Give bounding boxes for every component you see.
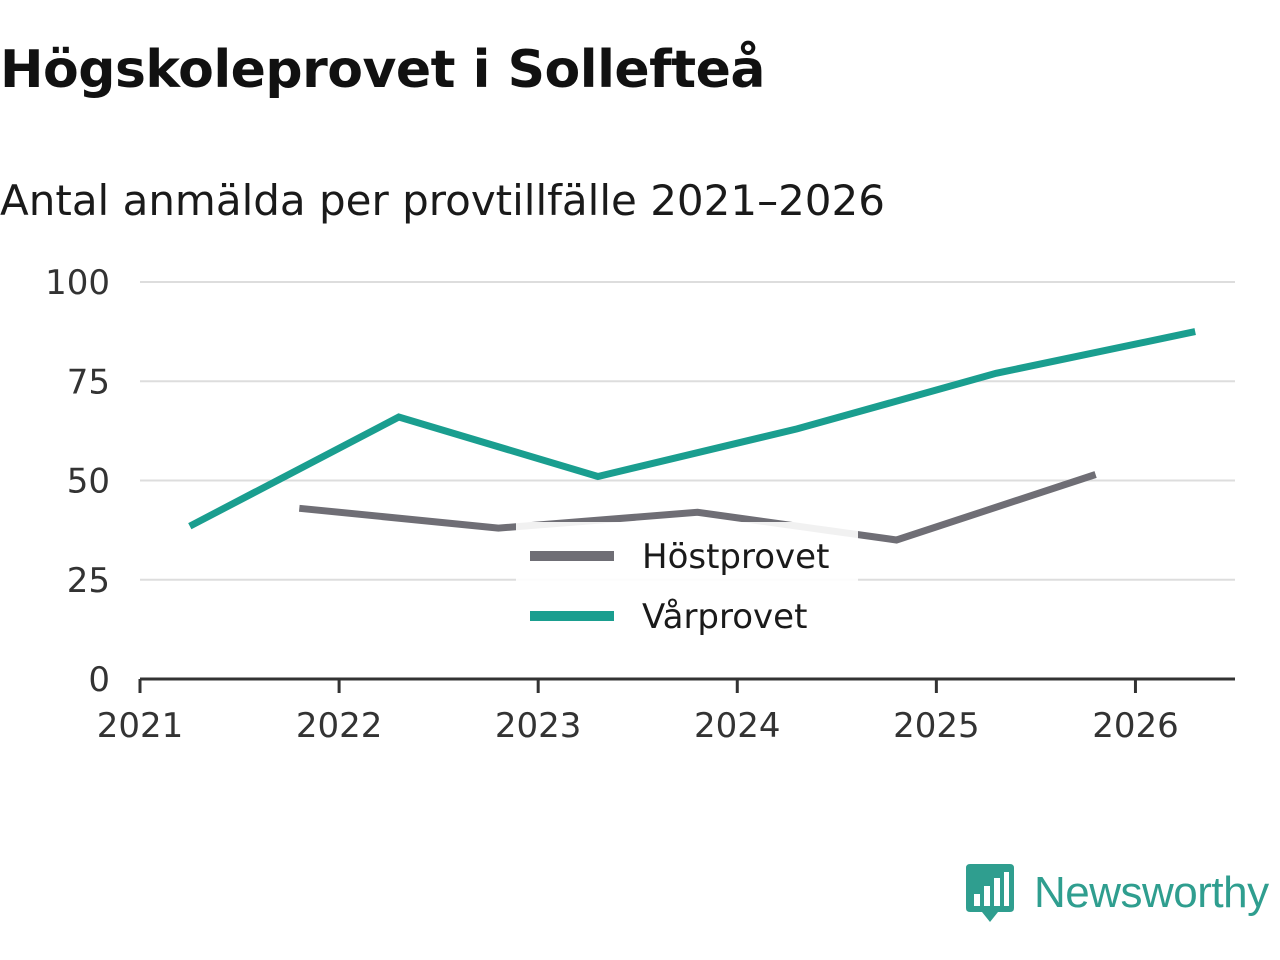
series-line-varprovet bbox=[188, 328, 1196, 530]
legend-label-hostprovet: Höstprovet bbox=[642, 537, 829, 577]
chart-title: Högskoleprovet i Sollefteå bbox=[0, 40, 766, 100]
x-tick-label-2021: 2021 bbox=[97, 706, 184, 746]
y-tick-label-100: 100 bbox=[45, 263, 110, 303]
chart-subtitle: Antal anmälda per provtillfälle 2021–202… bbox=[0, 176, 885, 225]
newsworthy-logo-icon bbox=[966, 864, 1014, 922]
x-tick-label-2022: 2022 bbox=[296, 706, 383, 746]
y-tick-label-50: 50 bbox=[67, 462, 110, 502]
x-tick-label-2026: 2026 bbox=[1092, 706, 1179, 746]
line-chart: 0 25 50 75 100 2021 2022 2023 2024 2025 2026 Höstp… bbox=[45, 263, 1235, 746]
legend-label-varprovet: Vårprovet bbox=[642, 597, 807, 637]
newsworthy-logo-text: Newsworthy bbox=[1034, 868, 1269, 917]
legend-box bbox=[516, 522, 858, 650]
newsworthy-logo: Newsworthy bbox=[964, 862, 1269, 924]
x-tick-label-2025: 2025 bbox=[893, 706, 980, 746]
y-tick-label-0: 0 bbox=[88, 660, 110, 700]
y-tick-label-75: 75 bbox=[67, 362, 110, 402]
y-tick-label-25: 25 bbox=[67, 561, 110, 601]
series-line-hostprovet bbox=[298, 471, 1097, 544]
x-tick-label-2024: 2024 bbox=[694, 706, 781, 746]
x-tick-label-2023: 2023 bbox=[495, 706, 582, 746]
